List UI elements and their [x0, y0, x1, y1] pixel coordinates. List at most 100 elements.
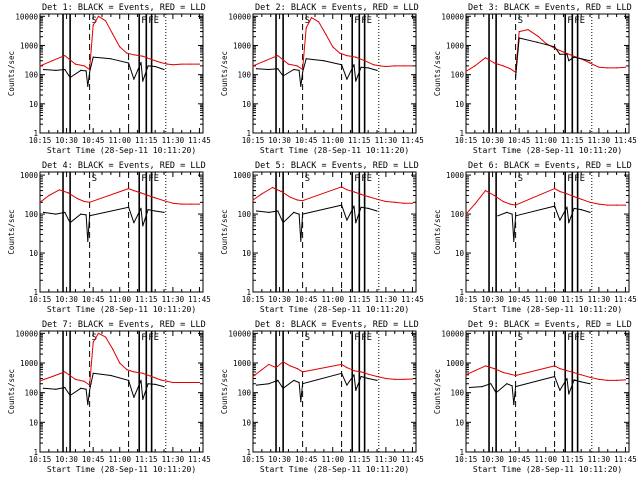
data-point-events [346, 78, 348, 80]
data-point-lld [277, 55, 279, 57]
chart-panel-9: Det 9: BLACK = Events, RED = LLD 1 10 100 10… [433, 320, 637, 474]
data-point-lld [128, 188, 130, 190]
data-point-lld [502, 65, 504, 67]
data-point-lld [474, 203, 476, 205]
plot-frame [465, 171, 630, 293]
y-tick-label: 100 [24, 389, 38, 398]
data-point-lld [172, 202, 174, 204]
data-point-lld [126, 52, 128, 54]
data-point-events [515, 215, 517, 217]
data-point-events [140, 379, 142, 381]
data-point-lld [376, 375, 378, 378]
x-tick-label: 10:45 [295, 295, 318, 304]
plot-frame [252, 171, 417, 293]
data-point-lld [502, 200, 504, 203]
chart-panel-3: Det 3: BLACK = Events, RED = LLD 1 10 100 10… [433, 3, 637, 155]
mode-label: F [354, 16, 359, 26]
x-tick-label: 11:30 [375, 295, 398, 304]
y-axis-label: Counts/sec [7, 209, 16, 254]
data-point-lld [318, 21, 320, 23]
x-tick-label: 10:45 [508, 136, 531, 145]
data-point-lld [598, 66, 600, 68]
mode-label: E [580, 16, 585, 26]
data-point-lld [252, 65, 254, 67]
y-tick-label: 1000 [233, 171, 252, 180]
data-point-lld [607, 204, 609, 206]
data-point-lld [380, 65, 382, 67]
data-point-lld [163, 200, 165, 202]
mode-label: F [361, 333, 366, 343]
data-point-events [589, 211, 591, 213]
mode-label: F [141, 16, 146, 26]
data-point-lld [411, 378, 414, 380]
data-point-lld [67, 192, 69, 194]
data-point-lld [559, 368, 561, 370]
data-point-events [142, 398, 144, 400]
y-tick-label: 1000 [446, 359, 465, 368]
data-point-lld [509, 68, 511, 70]
data-point-events [506, 383, 508, 385]
data-point-events [87, 85, 89, 87]
data-point-lld [74, 378, 76, 380]
data-point-events [293, 379, 295, 381]
x-tick-label: 11:45 [188, 455, 211, 464]
data-point-events [355, 389, 357, 391]
mode-label: F [574, 174, 579, 184]
data-point-events [268, 68, 270, 71]
x-tick-label: 11:00 [534, 455, 557, 464]
x-tick-label: 11:30 [162, 455, 185, 464]
y-tick-label: 100 [24, 210, 38, 219]
mode-label: S [305, 333, 310, 343]
chart-title: Det 9: BLACK = Events, RED = LLD [468, 320, 632, 330]
x-tick-label: 11:15 [348, 295, 371, 304]
mode-label: S [305, 174, 310, 184]
x-tick-label: 11:45 [614, 136, 637, 145]
data-point-events [341, 204, 343, 206]
x-tick-label: 11:30 [588, 455, 611, 464]
y-tick-label: 1 [33, 288, 38, 297]
y-tick-label: 1000 [233, 41, 252, 50]
data-point-events [69, 76, 71, 79]
x-tick-label: 11:00 [321, 136, 344, 145]
data-point-lld [465, 374, 467, 376]
data-point-events [559, 53, 561, 55]
data-point-events [323, 60, 325, 62]
data-point-lld [264, 60, 266, 62]
data-point-lld [159, 379, 162, 381]
y-tick-label: 10000 [228, 12, 251, 21]
data-point-lld [566, 370, 568, 372]
y-tick-label: 1 [459, 448, 464, 457]
x-tick-label: 10:45 [82, 136, 105, 145]
y-axis-label: Counts/sec [433, 369, 442, 414]
data-point-lld [502, 371, 504, 374]
data-point-events [110, 374, 112, 377]
data-point-events [559, 389, 561, 391]
data-point-events [513, 240, 515, 242]
data-point-events [568, 222, 570, 224]
data-point-lld [509, 203, 511, 205]
x-tick-label: 10:15 [242, 295, 265, 304]
mode-label: F [354, 333, 359, 343]
data-point-lld [142, 372, 144, 374]
data-point-events [154, 383, 156, 385]
data-point-events [300, 85, 302, 87]
data-point-lld [376, 198, 378, 200]
data-point-lld [261, 193, 263, 195]
chart-title: Det 3: BLACK = Events, RED = LLD [468, 3, 632, 13]
x-tick-label: 10:15 [29, 455, 52, 464]
data-point-lld [484, 190, 487, 192]
data-point-lld [167, 380, 169, 382]
data-point-lld [332, 46, 334, 48]
data-point-events [367, 377, 369, 380]
data-point-lld [287, 63, 289, 65]
data-point-lld [64, 371, 66, 373]
data-point-lld [172, 381, 174, 384]
data-point-events [302, 213, 304, 215]
y-tick-label: 10000 [228, 329, 251, 338]
data-point-lld [252, 199, 254, 201]
x-tick-label: 10:30 [55, 295, 78, 304]
data-point-events [255, 68, 258, 70]
x-tick-label: 11:15 [561, 136, 584, 145]
data-point-lld [624, 66, 627, 68]
data-point-lld [92, 341, 94, 343]
